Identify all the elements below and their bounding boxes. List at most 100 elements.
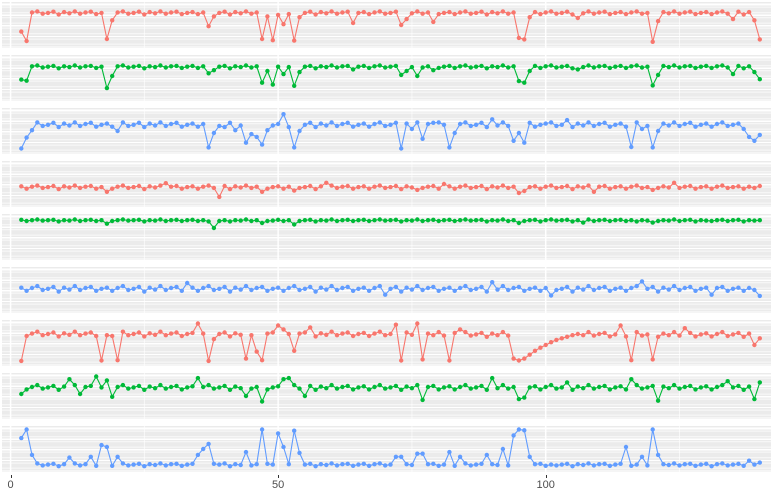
data-point <box>372 10 377 15</box>
data-point <box>356 184 361 190</box>
data-point <box>586 382 591 388</box>
data-point <box>607 288 613 293</box>
data-point <box>597 10 602 15</box>
data-point <box>120 9 126 14</box>
data-point <box>655 398 661 403</box>
data-point <box>527 286 532 291</box>
data-point <box>511 356 516 361</box>
data-point <box>597 121 602 127</box>
data-point <box>581 185 586 190</box>
data-point <box>399 72 404 78</box>
data-point <box>259 358 265 363</box>
data-point <box>666 386 671 391</box>
data-point <box>682 64 687 69</box>
data-point <box>704 384 709 389</box>
data-point <box>479 330 484 336</box>
data-point <box>24 186 29 191</box>
data-point <box>72 183 78 188</box>
data-point <box>671 329 677 335</box>
data-point <box>441 181 447 187</box>
data-point <box>693 334 698 339</box>
data-point <box>265 218 270 224</box>
data-point <box>746 64 752 69</box>
data-point <box>297 386 302 391</box>
data-point <box>559 286 564 291</box>
data-point <box>484 186 489 192</box>
data-point <box>72 63 78 68</box>
data-point <box>409 462 415 468</box>
data-point <box>613 10 618 16</box>
data-point <box>602 383 607 389</box>
data-point <box>56 464 61 469</box>
data-point <box>704 184 709 189</box>
data-point <box>543 342 548 348</box>
data-point <box>393 284 399 290</box>
data-point <box>714 285 720 291</box>
data-point <box>532 63 538 69</box>
data-point <box>377 120 382 125</box>
data-point <box>206 219 211 224</box>
data-point <box>661 9 666 15</box>
data-point <box>623 11 629 17</box>
data-point <box>725 379 730 384</box>
data-point <box>522 356 527 361</box>
data-point <box>511 218 516 223</box>
data-point <box>516 284 522 290</box>
data-point <box>602 461 607 466</box>
data-point <box>500 120 506 125</box>
data-point <box>639 185 645 191</box>
data-point <box>634 120 639 125</box>
data-point <box>602 63 607 69</box>
data-point <box>131 218 136 223</box>
data-point <box>682 384 687 390</box>
data-point <box>661 285 666 290</box>
data-point <box>522 80 527 85</box>
data-point <box>581 64 586 70</box>
data-point <box>404 462 409 467</box>
data-point <box>741 334 746 339</box>
data-point <box>45 64 51 69</box>
data-point <box>457 121 463 127</box>
data-point <box>436 387 441 392</box>
data-point <box>532 462 538 467</box>
data-point <box>275 184 281 189</box>
data-point <box>559 336 564 341</box>
data-point <box>35 9 40 14</box>
data-point <box>613 332 618 337</box>
data-point <box>238 218 243 223</box>
data-point <box>88 183 94 189</box>
data-point <box>211 461 217 466</box>
data-point <box>490 375 495 381</box>
data-point <box>324 386 329 391</box>
data-point <box>249 65 254 70</box>
data-point <box>671 283 677 289</box>
facet-panel-1 <box>2 2 771 48</box>
data-point <box>704 285 709 290</box>
data-point <box>51 120 56 125</box>
data-point <box>297 450 302 456</box>
data-point <box>227 120 233 125</box>
data-point <box>56 334 61 339</box>
data-point <box>265 288 270 293</box>
data-point <box>457 285 463 291</box>
data-point <box>618 217 623 222</box>
data-point <box>24 38 29 44</box>
data-point <box>623 65 629 71</box>
data-point <box>51 383 56 389</box>
data-point <box>329 120 334 125</box>
data-point <box>677 333 682 338</box>
data-point <box>757 37 762 42</box>
facet-panel-6 <box>2 267 771 313</box>
data-point <box>254 285 259 291</box>
data-point <box>329 382 334 388</box>
data-point <box>639 11 645 16</box>
data-point <box>275 323 281 328</box>
data-point <box>366 463 372 468</box>
data-point <box>570 219 575 224</box>
data-point <box>730 16 736 22</box>
data-point <box>425 384 431 390</box>
data-point <box>709 218 714 224</box>
data-point <box>35 283 40 289</box>
data-point <box>249 185 254 191</box>
data-point <box>441 218 447 223</box>
